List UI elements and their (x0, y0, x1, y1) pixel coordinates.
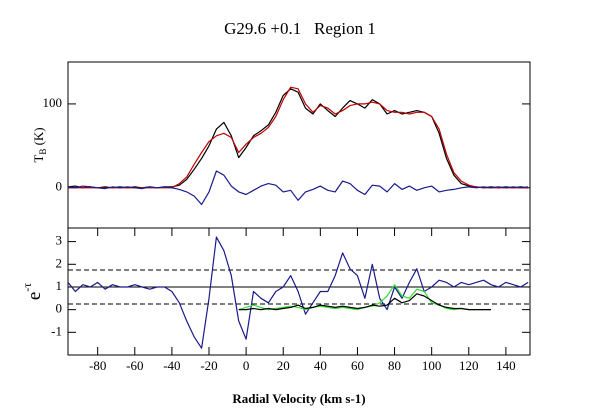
x-tick-label: -80 (89, 358, 106, 373)
y-tick-label: 2 (56, 255, 63, 270)
data-line (67, 88, 529, 189)
y-tick-label: 1 (56, 278, 63, 293)
y-label-sup: -τ (20, 283, 34, 292)
x-tick-label: -40 (163, 358, 180, 373)
plot-frame (67, 61, 531, 229)
y-tick-label: -1 (51, 323, 62, 338)
chart-title: G29.6 +0.1 Region 1 (224, 19, 376, 38)
y-label-base: e (24, 292, 45, 300)
x-axis-label: Radial Velocity (km s-1) (232, 391, 365, 406)
x-tick-label: -20 (200, 358, 217, 373)
y-tick-label: 3 (56, 233, 63, 248)
x-tick-label: -60 (126, 358, 143, 373)
x-tick-label: 80 (388, 358, 401, 373)
data-line (238, 293, 491, 311)
y-label-rest: (K) (31, 127, 46, 148)
x-tick-label: 20 (277, 358, 290, 373)
data-line (67, 236, 529, 349)
plot-frame (67, 227, 531, 356)
y-tick-label: 0 (56, 179, 63, 194)
x-tick-label: 100 (422, 358, 442, 373)
x-tick-label: 140 (496, 358, 516, 373)
x-tick-label: 120 (459, 358, 479, 373)
data-line (67, 170, 529, 206)
x-tick-label: 60 (351, 358, 364, 373)
y-tick-label: 0 (56, 301, 63, 316)
y-label-sub: B (38, 149, 48, 155)
y-axis-label: TB (K) (31, 127, 48, 162)
y-tick-label: 100 (43, 95, 63, 110)
y-axis-label: e-τ (20, 283, 46, 300)
x-tick-label: 0 (243, 358, 250, 373)
data-line (68, 86, 529, 189)
y-label-base: T (31, 155, 46, 163)
x-tick-label: 40 (314, 358, 327, 373)
